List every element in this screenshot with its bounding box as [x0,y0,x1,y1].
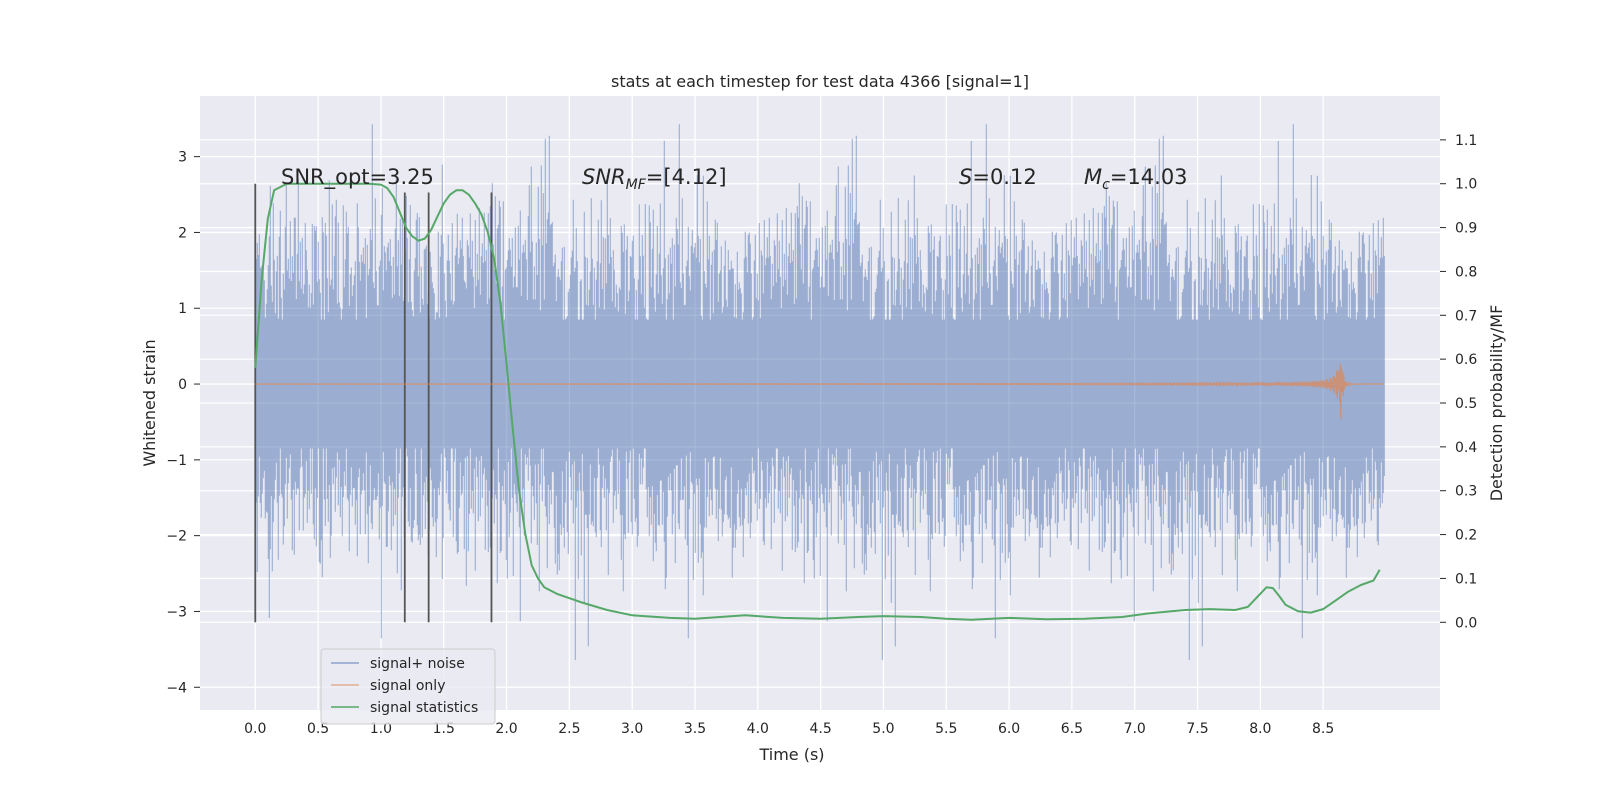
snr-mf-annotation: SNRMF=[4.12] [582,165,727,193]
x-tick-label: 5.0 [872,721,894,737]
x-tick-label: 8.0 [1249,721,1271,737]
vertical-markers [254,183,493,623]
snr-mf-value: =[4.12] [646,165,727,189]
y-tick-label: −1 [166,453,187,469]
legend-box [320,648,496,725]
s-main: S [959,165,972,189]
x-tick-label: 3.0 [621,721,643,737]
legend-label-statistics: signal statistics [370,700,478,716]
snr-opt-annotation: SNR_opt=3.25 [281,165,434,190]
x-tick-label: 4.5 [809,721,831,737]
signal-trace [255,363,1385,420]
x-tick-label: 8.5 [1312,721,1334,737]
x-tick-label: 1.5 [433,721,455,737]
snr-mf-main: SNR [582,165,626,189]
y-right-tick-label: 0.8 [1455,264,1477,280]
y-right-tick-label: 0.6 [1455,352,1477,368]
legend: signal+ noise signal only signal statist… [320,648,496,725]
tick-labels: 0.0 0.5 1.0 1.5 2.0 2.5 3.0 3.5 4.0 4.5 5.0 5.5 6.0 6… [166,133,1477,737]
y-tick-label: 2 [178,225,187,241]
mc-annotation: Mc=14.03 [1084,165,1188,193]
mc-main: M [1084,165,1102,189]
y-right-tick-label: 0.3 [1455,484,1477,500]
y-right-tick-label: 1.1 [1455,133,1477,149]
mc-value: =14.03 [1110,165,1188,189]
s-value: =0.12 [972,165,1036,189]
legend-label-noise: signal+ noise [370,656,465,672]
y-tick-label: 0 [178,377,187,393]
x-tick-label: 7.5 [1186,721,1208,737]
x-tick-label: 3.5 [684,721,706,737]
x-tick-label: 7.0 [1124,721,1146,737]
y-tick-label: −3 [166,604,187,620]
x-tick-label: 4.0 [747,721,769,737]
x-tick-label: 0.0 [244,721,266,737]
y-right-tick-label: 0.4 [1455,440,1477,456]
y-right-tick-label: 0.5 [1455,396,1477,412]
y-right-tick-label: 1.0 [1455,177,1477,193]
x-tick-label: 6.5 [1061,721,1083,737]
y-tick-label: 1 [178,301,187,317]
chart-title: stats at each timestep for test data 436… [611,72,1029,91]
s-annotation: S=0.12 [959,165,1037,189]
x-tick-label: 6.0 [998,721,1020,737]
snr-mf-sub: MF [626,177,647,193]
y-axis-label: Whitened strain [140,339,159,466]
x-tick-label: 1.0 [370,721,392,737]
y-right-tick-label: 0.9 [1455,221,1477,237]
legend-label-signal: signal only [370,678,445,694]
statistics-series [254,182,1381,621]
x-tick-label: 5.5 [935,721,957,737]
statistics-trace [254,182,1381,621]
signal-series [255,363,1385,420]
y-tick-label: −4 [166,680,187,696]
y-tick-label: 3 [178,150,187,166]
mc-sub: c [1102,177,1110,193]
y-tick-label: −2 [166,529,187,545]
annotations: SNR_opt=3.25 SNRMF=[4.12] S=0.12 Mc=14.0… [281,165,1188,193]
x-tick-label: 2.5 [558,721,580,737]
y-right-tick-label: 0.7 [1455,308,1477,324]
x-axis-label: Time (s) [758,745,824,764]
y-right-axis-label: Detection probability/MF [1487,305,1506,502]
x-tick-label: 0.5 [307,721,329,737]
x-tick-label: 2.0 [495,721,517,737]
y-right-tick-label: 0.2 [1455,528,1477,544]
y-right-tick-label: 0.0 [1455,615,1477,631]
y-right-tick-label: 0.1 [1455,571,1477,587]
